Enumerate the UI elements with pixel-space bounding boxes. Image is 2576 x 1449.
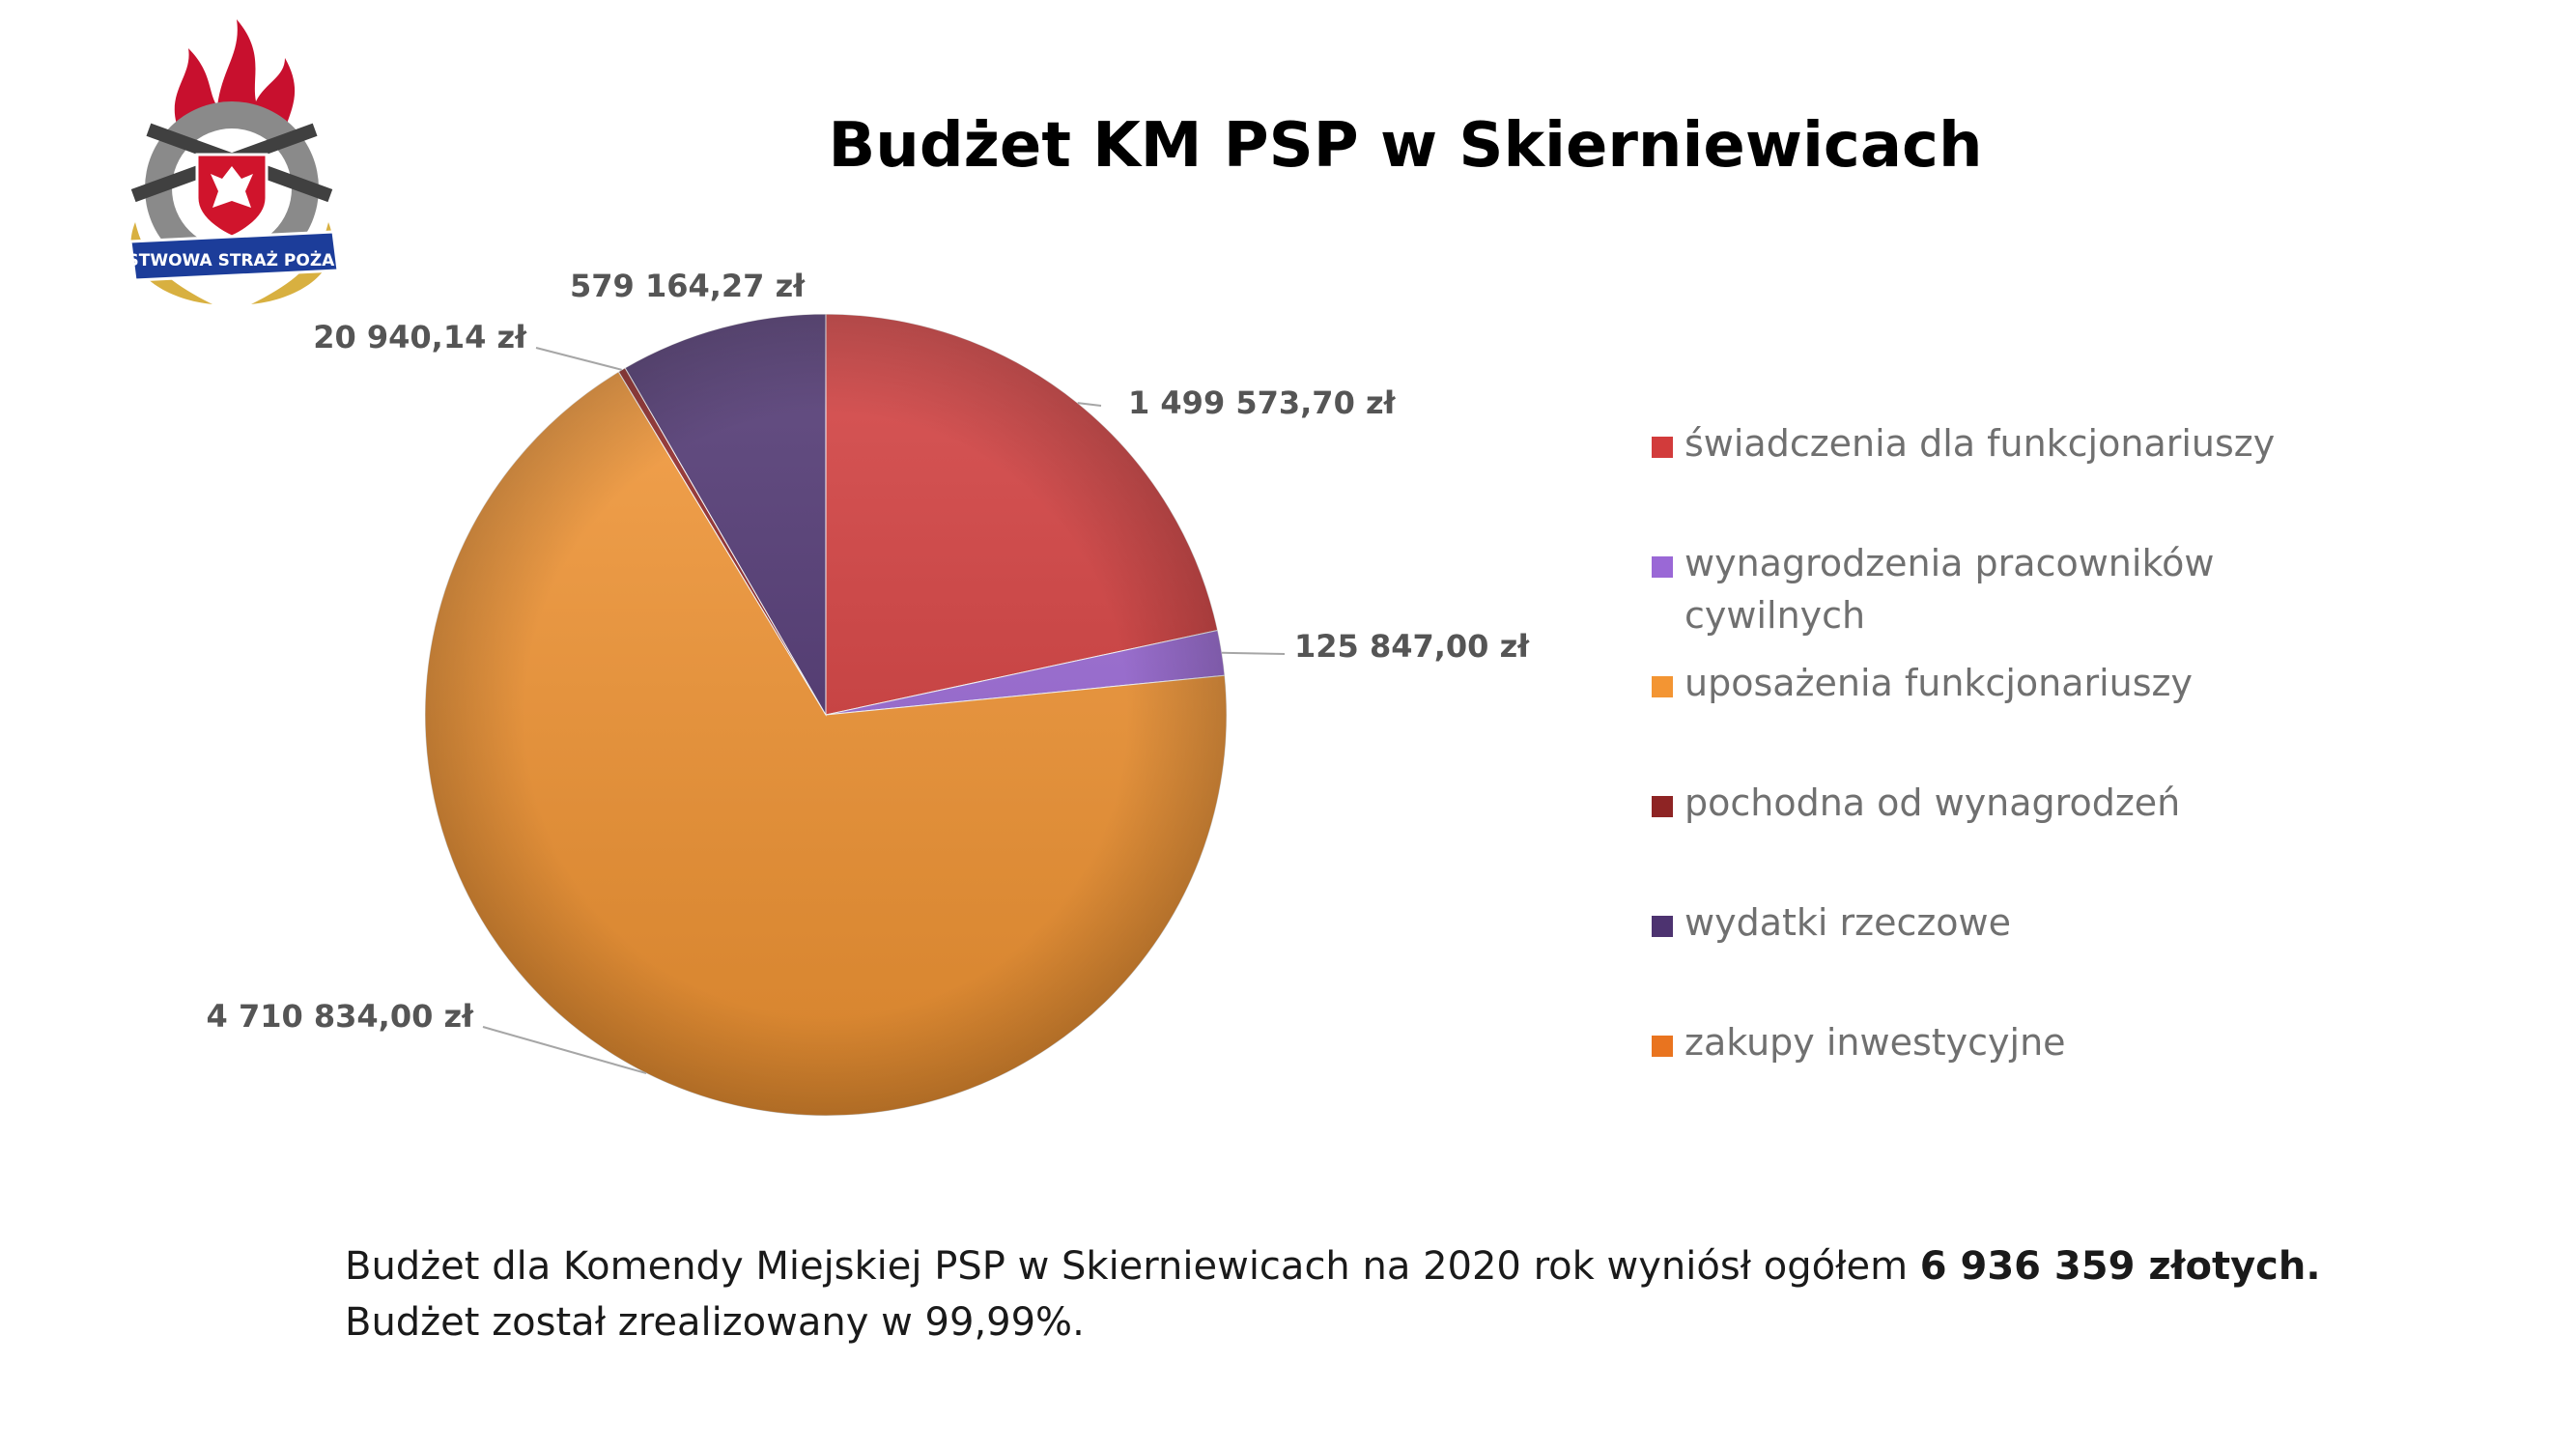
- budget-summary: Budżet dla Komendy Miejskiej PSP w Skier…: [345, 1238, 2518, 1350]
- fire-service-emblem-icon: PAŃSTWOWA STRAŻ POŻARNA: [90, 19, 375, 304]
- legend-label-6: zakupy inwestycyjne: [1684, 1021, 2066, 1064]
- legend-swatch-5: [1652, 916, 1673, 937]
- legend-label-5: wydatki rzeczowe: [1684, 901, 2011, 944]
- leader-line-2: [1221, 651, 1286, 655]
- budget-summary-text: Budżet dla Komendy Miejskiej PSP w Skier…: [345, 1244, 1909, 1289]
- legend-label-3: uposażenia funkcjonariuszy: [1684, 662, 2193, 704]
- legend-swatch-4: [1652, 796, 1673, 817]
- legend: świadczenia dla funkcjonariuszy wynagrodz…: [1652, 422, 2275, 1064]
- data-label-1: 1 499 573,70 zł: [1128, 384, 1397, 421]
- leader-lines: [482, 347, 1286, 1075]
- budget-summary-line-1: Budżet dla Komendy Miejskiej PSP w Skier…: [345, 1238, 2518, 1294]
- legend-label-4: pochodna od wynagrodzeń: [1684, 781, 2180, 824]
- logo-text: PAŃSTWOWA STRAŻ POŻARNA: [90, 249, 374, 270]
- pie-shadow: [425, 314, 1227, 1116]
- data-label-5: 579 164,27 zł: [570, 268, 806, 304]
- data-label-3: 4 710 834,00 zł: [207, 998, 475, 1035]
- legend-swatch-1: [1652, 437, 1673, 458]
- budget-total: 6 936 359 złotych.: [1919, 1244, 2321, 1289]
- legend-swatch-2: [1652, 556, 1673, 578]
- pie-chart: [424, 313, 1228, 1117]
- legend-label-2: wynagrodzenia pracowników: [1684, 542, 2214, 584]
- chart-title: Budżet KM PSP w Skierniewicach: [829, 110, 1983, 182]
- legend-swatch-6: [1652, 1036, 1673, 1057]
- legend-label-1: świadczenia dla funkcjonariuszy: [1684, 422, 2275, 465]
- data-label-2: 125 847,00 zł: [1294, 628, 1530, 665]
- legend-swatch-3: [1652, 676, 1673, 697]
- leader-line-3: [482, 1026, 647, 1075]
- data-labels: 1 499 573,70 zł 125 847,00 zł 4 710 834,00…: [207, 268, 1531, 1035]
- legend-label-2-line-2: cywilnych: [1684, 594, 1865, 637]
- leader-line-1: [1077, 402, 1102, 407]
- data-label-4: 20 940,14 zł: [313, 319, 527, 355]
- leader-line-4: [535, 347, 622, 371]
- budget-summary-line-2: Budżet został zrealizowany w 99,99%.: [345, 1300, 1085, 1345]
